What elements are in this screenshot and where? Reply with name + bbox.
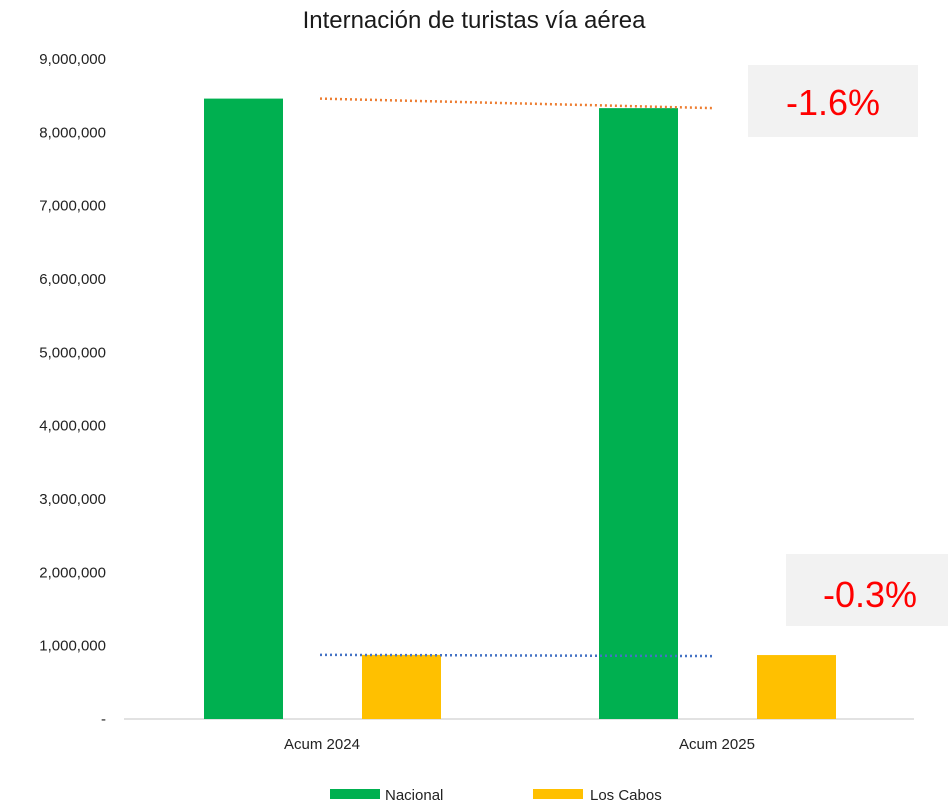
legend-swatch	[533, 789, 583, 799]
x-tick-label: Acum 2025	[679, 736, 755, 753]
chart-title: Internación de turistas vía aérea	[303, 7, 647, 34]
y-tick-label: 9,000,000	[39, 51, 106, 68]
annotation-box	[786, 554, 948, 626]
y-tick-label: -	[101, 711, 106, 728]
y-tick-label: 4,000,000	[39, 418, 106, 435]
y-tick-label: 2,000,000	[39, 564, 106, 581]
bar-los-cabos	[362, 654, 441, 719]
annotation-box	[748, 65, 918, 137]
y-axis: - 1,000,000 2,000,000 3,000,000 4,000,000 5,0…	[39, 51, 106, 728]
trendlines	[319, 97, 715, 658]
y-tick-label: 8,000,000	[39, 124, 106, 141]
y-tick-label: 7,000,000	[39, 198, 106, 215]
x-tick-label: Acum 2024	[284, 736, 360, 753]
bar-nacional	[204, 98, 283, 720]
annotations: -1.6% -0.3%	[748, 65, 948, 626]
y-tick-label: 6,000,000	[39, 271, 106, 288]
trendline-nacional	[319, 97, 715, 110]
x-axis: Acum 2024 Acum 2025	[284, 736, 755, 753]
y-tick-label: 5,000,000	[39, 344, 106, 361]
bar-los-cabos	[757, 655, 836, 719]
trendline-los-cabos	[319, 653, 715, 658]
annotation-text: -0.3%	[823, 574, 917, 615]
legend-label: Los Cabos	[590, 787, 662, 803]
annotation-nacional: -1.6%	[748, 65, 918, 137]
y-tick-label: 3,000,000	[39, 491, 106, 508]
annotation-text: -1.6%	[786, 82, 880, 123]
legend-swatch	[330, 789, 380, 799]
annotation-los-cabos: -0.3%	[786, 554, 948, 626]
legend-label: Nacional	[385, 787, 443, 803]
bars	[204, 98, 836, 720]
bar-nacional	[599, 108, 678, 720]
y-tick-label: 1,000,000	[39, 638, 106, 655]
legend: Nacional Los Cabos	[330, 787, 662, 803]
